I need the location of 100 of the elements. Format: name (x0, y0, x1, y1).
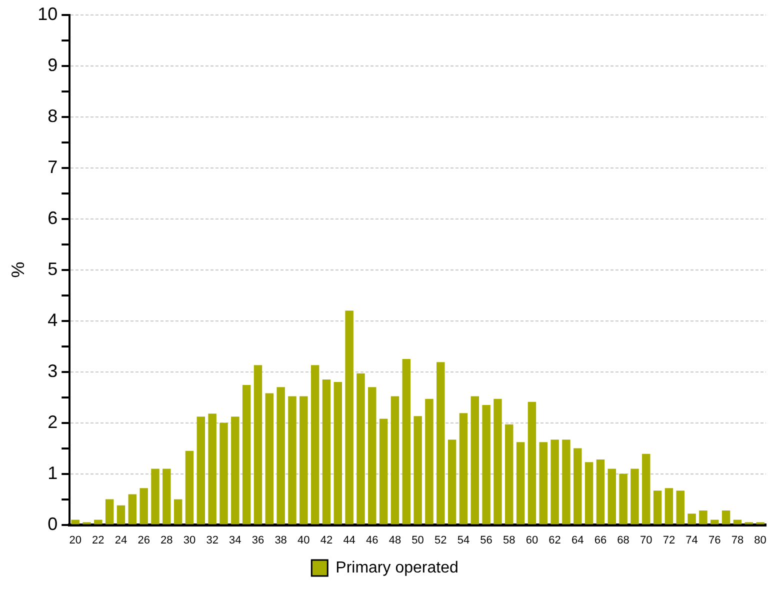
bar (390, 396, 400, 524)
bar (539, 442, 548, 524)
bar (208, 414, 216, 524)
y-tick-label: 1 (48, 462, 58, 483)
x-tick-label: 64 (572, 534, 584, 546)
bar (459, 413, 468, 524)
x-tick-label: 34 (229, 534, 242, 546)
bar (722, 510, 730, 524)
x-tick-label: 56 (480, 534, 492, 546)
y-tick-label: 9 (48, 54, 58, 75)
bar (596, 460, 605, 524)
bar (231, 416, 240, 524)
bar (574, 448, 582, 524)
bar (688, 514, 696, 524)
bar (368, 387, 376, 524)
bar (630, 468, 639, 524)
bar (196, 416, 206, 524)
bar (345, 310, 354, 524)
x-tick-label: 46 (366, 534, 378, 546)
x-tick-label: 32 (206, 534, 218, 546)
x-tick-label: 66 (594, 534, 607, 546)
bar (710, 520, 719, 524)
x-tick-label: 30 (183, 534, 196, 546)
bar (322, 379, 331, 524)
y-tick-label: 0 (48, 514, 58, 534)
bar (664, 488, 674, 524)
x-tick-label: 54 (457, 534, 470, 546)
x-tick-label: 60 (526, 534, 538, 546)
bar (128, 494, 137, 524)
x-tick-label: 48 (388, 534, 402, 546)
bar (162, 468, 171, 524)
y-tick-label: 10 (38, 4, 58, 24)
x-tick-label: 68 (617, 534, 630, 546)
bar (733, 520, 742, 524)
x-tick-label: 78 (731, 534, 744, 546)
x-tick-label: 72 (662, 534, 676, 546)
legend-label: Primary operated (336, 559, 458, 576)
bar (254, 365, 262, 524)
bar (379, 418, 388, 524)
bar (288, 396, 296, 524)
bar (310, 365, 320, 524)
bar (699, 510, 708, 524)
y-tick-label: 5 (48, 258, 58, 279)
bar (300, 396, 308, 524)
bar (482, 404, 490, 524)
x-tick-label: 36 (252, 534, 264, 546)
bar (356, 373, 365, 524)
bar (105, 499, 114, 524)
y-tick-label: 8 (48, 106, 58, 126)
bar (414, 416, 422, 524)
bar (642, 454, 650, 524)
y-tick-label: 3 (48, 360, 58, 381)
bar (116, 505, 126, 524)
x-tick-label: 38 (274, 534, 287, 546)
x-tick-label: 80 (754, 534, 766, 546)
bar (425, 398, 434, 524)
bar (71, 520, 80, 524)
bar (470, 396, 479, 524)
bar (619, 474, 628, 524)
bar (494, 398, 502, 524)
bar (174, 499, 182, 524)
x-tick-label: 20 (69, 534, 82, 546)
bar (516, 442, 525, 524)
y-axis-title: % (8, 262, 28, 278)
bar (505, 424, 514, 524)
bar (185, 450, 194, 524)
x-tick-label: 52 (434, 534, 447, 546)
x-tick-label: 76 (708, 534, 721, 546)
bar (562, 440, 570, 524)
x-tick-label: 74 (686, 534, 698, 546)
bar (676, 490, 684, 524)
bar (265, 393, 274, 524)
bar (436, 362, 445, 524)
x-tick-label: 40 (298, 534, 310, 546)
x-tick-label: 28 (160, 534, 173, 546)
bar (242, 385, 251, 524)
y-tick-label: 2 (48, 412, 58, 432)
bar (140, 488, 148, 524)
bar (276, 387, 285, 524)
bar (94, 520, 102, 524)
bar (402, 359, 411, 524)
y-tick-label: 6 (48, 208, 58, 228)
x-tick-label: 26 (138, 534, 150, 546)
bar (584, 462, 594, 524)
x-tick-label: 62 (548, 534, 561, 546)
bar (220, 422, 228, 524)
x-tick-label: 50 (412, 534, 424, 546)
x-tick-label: 42 (320, 534, 333, 546)
bar (528, 402, 536, 524)
bar (151, 468, 160, 524)
x-tick-label: 44 (343, 534, 356, 546)
y-tick-label: 7 (48, 156, 58, 177)
bar (448, 440, 456, 524)
x-tick-label: 70 (640, 534, 652, 546)
x-tick-label: 24 (114, 534, 128, 546)
y-tick-label: 4 (48, 310, 58, 330)
bar (608, 468, 616, 524)
bar (653, 490, 662, 524)
bar (550, 440, 559, 524)
x-tick-label: 22 (92, 534, 104, 546)
